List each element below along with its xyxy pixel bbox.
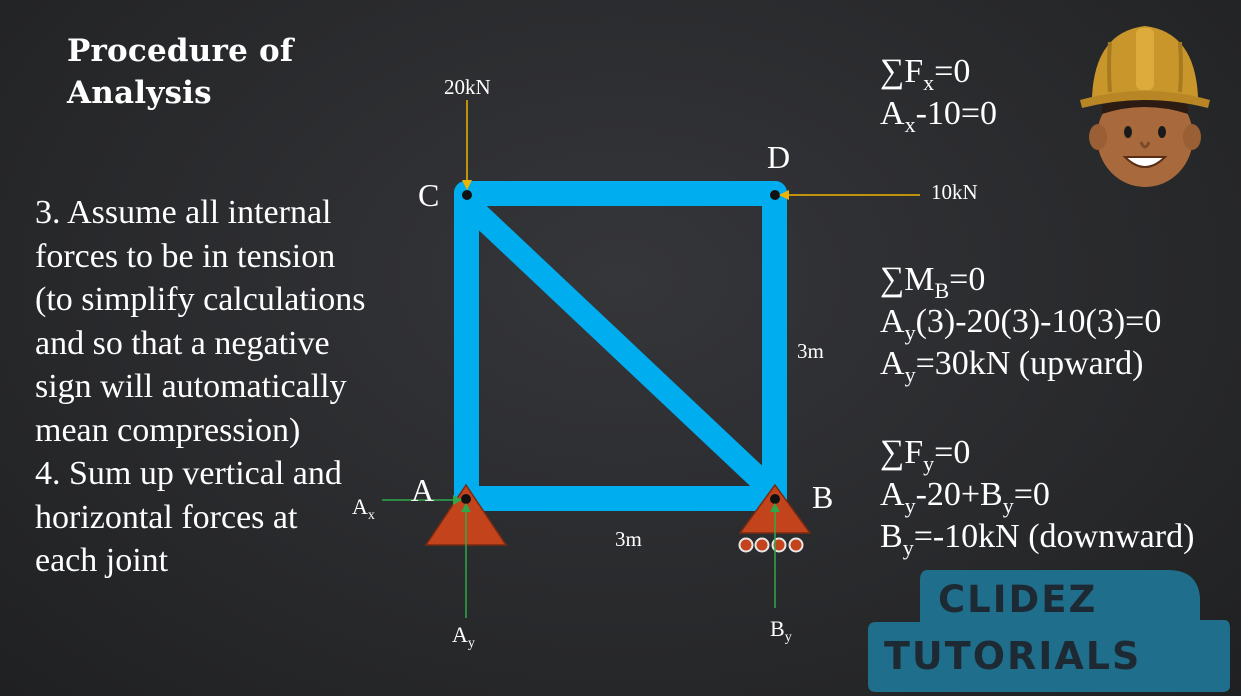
member-db [762,181,787,511]
title-line-2: Analysis [67,75,212,111]
slide-title: Procedure of Analysis [67,30,293,114]
equation-line: Ay(3)-20(3)-10(3)=0 [880,303,1162,345]
logo-line-1: CLIDEZ [938,578,1098,621]
reaction-by-arrow [770,503,780,608]
step-line: sign will automatically [35,368,347,405]
step-line: horizontal forces at [35,498,298,536]
equation-line: Ay=30kN (upward) [880,345,1144,387]
member-ab [454,486,787,511]
equations-sum-fx: ∑Fx=0 Ax-10=0 [880,51,998,137]
reaction-ax-arrow [382,495,462,505]
dimension-label-right: 3m [797,339,824,363]
equation-line: ∑Fx=0 [880,53,971,95]
node-label-b: B [812,479,833,515]
member-cd [454,181,787,206]
node-label-a: A [411,472,434,508]
reaction-label-by: By [770,616,792,645]
step-line: 4. Sum up vertical and [35,455,342,492]
step-line: mean compression) [35,411,301,449]
step-line: each joint [35,542,169,579]
equation-line: By=-10kN (downward) [880,518,1195,560]
dimension-label-bottom: 3m [615,527,642,551]
reaction-label-ay: Ay [452,622,475,651]
member-cb [460,196,781,500]
clidez-tutorials-logo: CLIDEZ TUTORIALS [868,568,1230,692]
truss-members [454,181,787,511]
equation-line: ∑Fy=0 [880,434,971,476]
equations-sum-fy: ∑Fy=0 Ay-20+By=0 By=-10kN (downward) [880,432,1195,560]
load-label-20kn: 20kN [444,75,491,99]
joint-d [770,190,780,200]
load-20kn-arrow [462,100,472,190]
node-label-d: D [767,139,790,175]
logo-background [868,570,1230,692]
procedure-steps: 3. Assume all internal forces to be in t… [35,191,435,583]
step-line: forces to be in tension [35,237,336,275]
joint-b [770,494,780,504]
joint-a [461,494,471,504]
title-line-1: Procedure of [67,33,294,69]
step-line: and so that a negative [35,324,330,362]
step-line: (to simplify calculations [35,281,366,318]
equation-line: Ax-10=0 [880,95,998,137]
load-10kn-arrow [779,190,920,200]
reaction-label-ax: Ax [352,494,375,523]
equation-line: ∑MB=0 [880,261,986,303]
engineer-mascot-icon [1080,26,1210,187]
reaction-ay-arrow [461,503,471,618]
step-line: 3. Assume all internal [35,194,332,231]
equations-sum-mb: ∑MB=0 Ay(3)-20(3)-10(3)=0 Ay=30kN (upwar… [880,259,1162,387]
logo-line-2: TUTORIALS [884,634,1142,678]
node-label-c: C [418,177,439,213]
equation-line: Ay-20+By=0 [880,476,1050,518]
joint-c [462,190,472,200]
member-ca [454,181,479,511]
load-label-10kn: 10kN [931,180,978,204]
